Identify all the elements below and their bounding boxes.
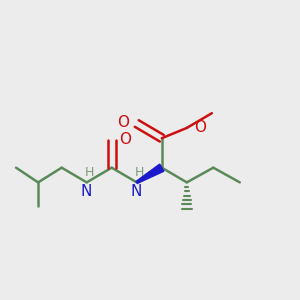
Text: N: N — [80, 184, 92, 199]
Text: H: H — [84, 167, 94, 179]
Text: O: O — [117, 115, 129, 130]
Text: O: O — [119, 132, 131, 147]
Polygon shape — [136, 164, 164, 183]
Text: O: O — [194, 120, 206, 135]
Text: N: N — [130, 184, 142, 199]
Text: H: H — [134, 167, 144, 179]
